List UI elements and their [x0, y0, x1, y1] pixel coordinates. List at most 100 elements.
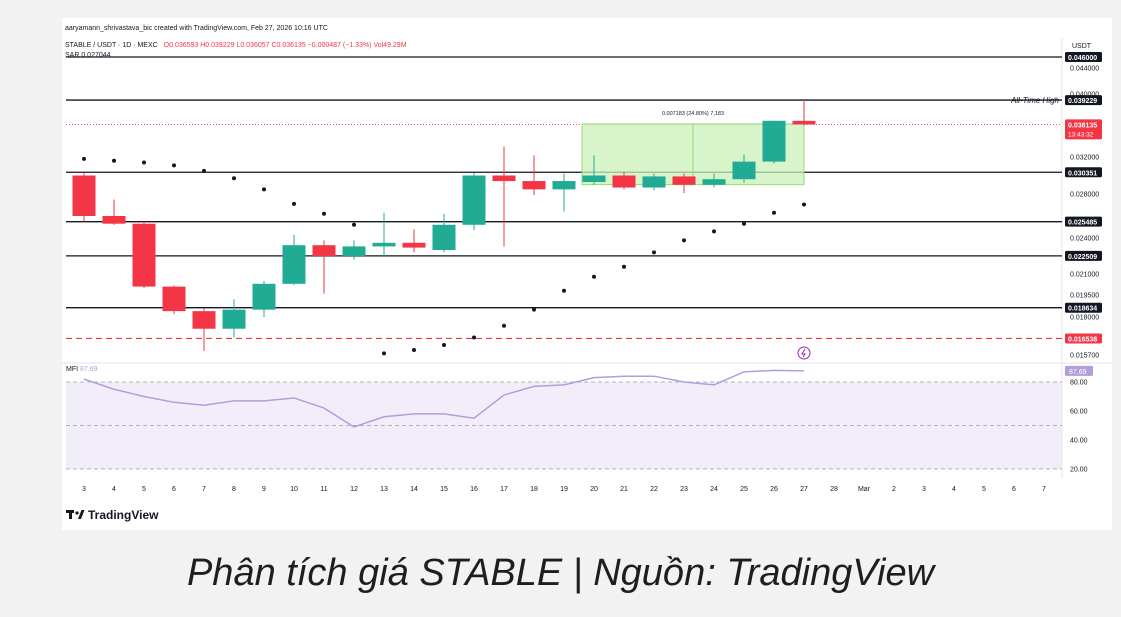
- price-tick: 0.019500: [1070, 293, 1099, 300]
- time-axis[interactable]: 3 4 5 6 7 8 9 10 11 12 13 14 15 16 17 18 19 20 21 22 23 24 25 2…: [82, 486, 1046, 493]
- sar-dot: [112, 158, 116, 163]
- sar-dot: [562, 288, 566, 293]
- current-price-label: 0.036135: [1068, 122, 1097, 129]
- candle-body: [72, 175, 96, 216]
- candle-body: [132, 223, 156, 287]
- date-tick: 6: [172, 486, 176, 493]
- candle-body: [462, 175, 486, 225]
- level-label-bg: [1065, 52, 1102, 62]
- mfi-legend: MFI 87.69: [66, 366, 98, 373]
- date-tick: 7: [202, 486, 206, 493]
- candle-body: [342, 246, 366, 256]
- candle-body: [582, 175, 606, 182]
- date-tick: 3: [922, 486, 926, 493]
- date-tick: 18: [530, 486, 538, 493]
- candle-body: [492, 175, 516, 182]
- price-tick: 0.040000: [1070, 92, 1099, 99]
- candle-body: [102, 216, 126, 224]
- level-label-text: 0.016538: [1068, 336, 1097, 343]
- sar-dots: [82, 156, 806, 356]
- sar-dot: [82, 156, 86, 161]
- candle-body: [432, 224, 456, 250]
- price-tick: 0.018000: [1070, 315, 1099, 322]
- ath-label: All-Time High: [1010, 96, 1059, 105]
- date-tick: 9: [262, 486, 266, 493]
- candle-body: [762, 120, 786, 162]
- sar-dot: [502, 323, 506, 328]
- date-tick: 4: [112, 486, 116, 493]
- sar-legend: SAR 0.027044: [65, 52, 111, 59]
- date-tick: 21: [620, 486, 628, 493]
- sar-dot: [592, 274, 596, 279]
- date-tick: 5: [142, 486, 146, 493]
- date-tick: 24: [710, 486, 718, 493]
- sar-dot: [742, 221, 746, 226]
- level-label-text: 0.025485: [1068, 220, 1097, 227]
- level-label-bg: [1065, 95, 1102, 106]
- price-chart[interactable]: aaryamann_shrivastava_bic created with T…: [62, 18, 1112, 530]
- price-tick: 0.015700: [1070, 353, 1099, 360]
- sar-dot: [652, 250, 656, 255]
- date-tick: 7: [1042, 486, 1046, 493]
- sar-dot: [202, 168, 206, 173]
- date-tick: 12: [350, 486, 358, 493]
- mfi-legend-value: 87.69: [80, 366, 98, 373]
- sar-dot: [322, 211, 326, 216]
- price-tick: 0.032000: [1070, 155, 1099, 162]
- date-tick: 28: [830, 486, 838, 493]
- sar-dot: [382, 351, 386, 356]
- date-tick: 23: [680, 486, 688, 493]
- level-price-labels: 0.046000 0.039229 0.030351 0.025485 0.022509…: [1065, 52, 1102, 344]
- image-caption: Phân tích giá STABLE | Nguồn: TradingVie…: [186, 552, 935, 594]
- chart-card: aaryamann_shrivastava_bic created with T…: [62, 18, 1112, 530]
- mfi-value-label-bg: [1065, 365, 1093, 376]
- date-tick: 6: [1012, 486, 1016, 493]
- date-tick: 15: [440, 486, 448, 493]
- level-label-bg: [1065, 216, 1102, 227]
- current-price-label-bg: [1065, 119, 1102, 140]
- sar-dot: [802, 202, 806, 207]
- level-label-text: 0.022509: [1068, 254, 1097, 261]
- candle-body: [552, 181, 576, 190]
- candle-body: [732, 161, 756, 180]
- candle-body: [252, 283, 276, 310]
- mfi-legend-name: MFI: [66, 366, 80, 373]
- price-tick: 0.021000: [1070, 272, 1099, 279]
- countdown-label: 13:43:32: [1068, 131, 1094, 138]
- date-tick: Mar: [858, 486, 871, 493]
- credit-text: aaryamann_shrivastava_bic created with T…: [65, 25, 328, 32]
- mfi-line: [83, 369, 805, 428]
- candle-body: [402, 242, 426, 248]
- currency-label[interactable]: USDT: [1072, 43, 1092, 50]
- level-label-text: 0.046000: [1068, 55, 1097, 62]
- date-tick: 26: [770, 486, 778, 493]
- sar-dot: [262, 187, 266, 192]
- price-tick: 0.044000: [1070, 66, 1099, 73]
- candle-body: [642, 176, 666, 188]
- date-tick: 13: [380, 486, 388, 493]
- mfi-tick: 40.00: [1070, 438, 1088, 445]
- price-tick: 0.024000: [1070, 236, 1099, 243]
- alert-icon[interactable]: [797, 346, 811, 360]
- sar-dot: [172, 163, 176, 168]
- mfi-tick: 60.00: [1070, 409, 1088, 416]
- date-tick: 22: [650, 486, 658, 493]
- sar-dot: [772, 210, 776, 215]
- mfi-tick: 80.00: [1070, 380, 1088, 387]
- date-tick: 11: [320, 486, 327, 493]
- price-axis[interactable]: 0.044000 0.040000 0.032000 0.028000 0.024000…: [1070, 66, 1099, 360]
- candles: [72, 100, 816, 351]
- level-label-text: 0.039229: [1068, 98, 1097, 105]
- date-tick: 27: [800, 486, 808, 493]
- candle-body: [192, 311, 216, 329]
- ohlc-text: O0.036593 H0.039229 L0.036057 C0.036135 …: [164, 42, 407, 49]
- date-tick: 14: [410, 486, 418, 493]
- sar-dot: [292, 201, 296, 206]
- horizontal-levels: All-Time High: [66, 56, 1062, 340]
- date-tick: 8: [232, 486, 236, 493]
- mfi-value-label: 87.69: [1069, 369, 1087, 376]
- sar-dot: [412, 348, 416, 352]
- mfi-tick: 20.00: [1070, 467, 1088, 474]
- date-tick: 4: [952, 486, 956, 493]
